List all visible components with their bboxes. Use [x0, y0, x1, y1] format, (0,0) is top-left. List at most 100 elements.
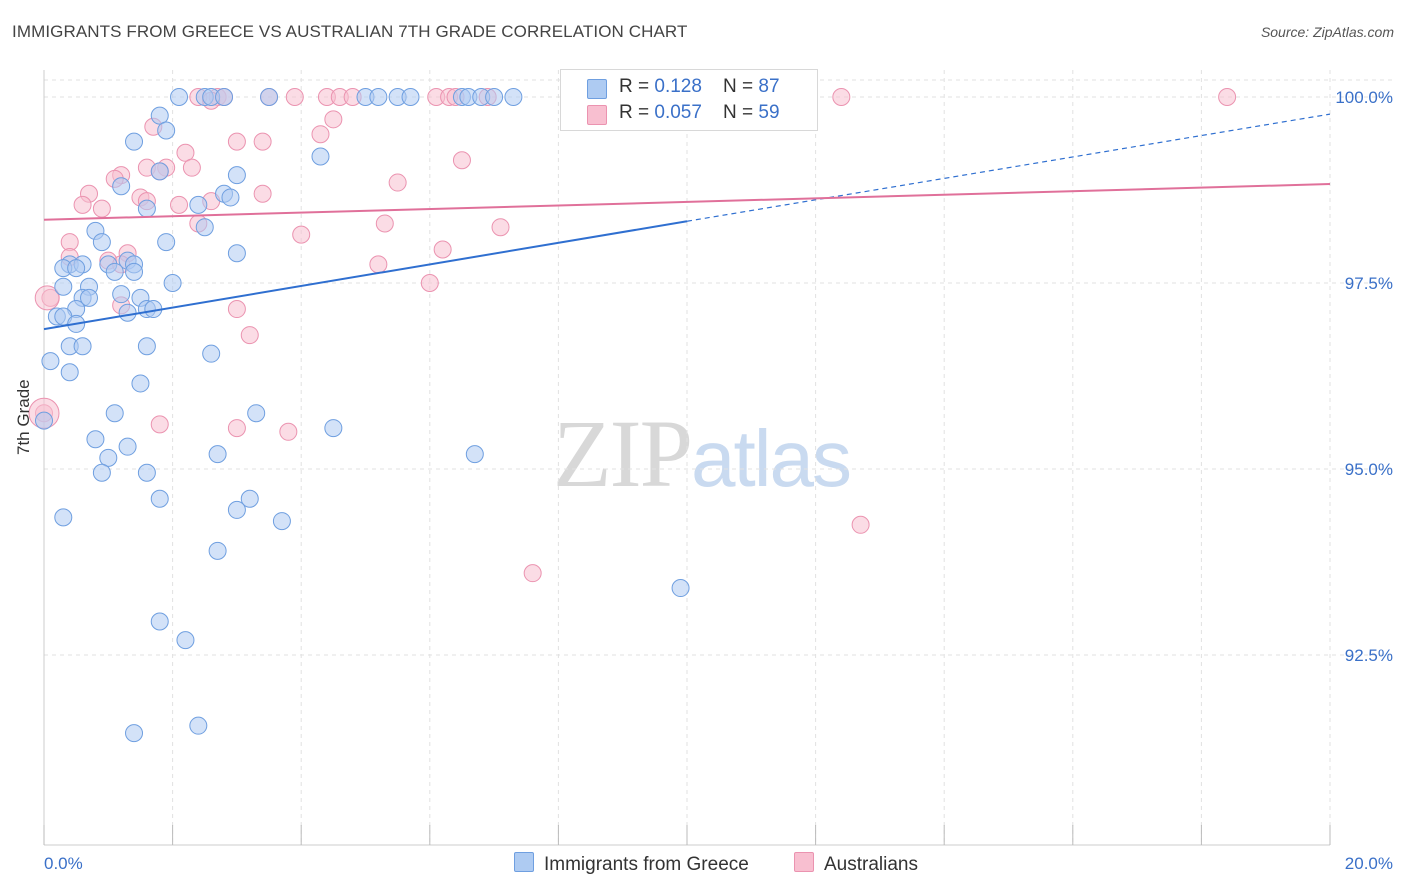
greece-point [215, 88, 234, 106]
greece-point [465, 445, 484, 464]
greece-point [137, 337, 156, 356]
australians-point [292, 225, 311, 244]
greece-point [67, 259, 86, 278]
y-axis-label: 7th Grade [14, 379, 33, 455]
greece-point [227, 166, 246, 185]
greece-point [227, 244, 246, 263]
legend-swatch-australians [587, 105, 607, 125]
greece-point [157, 233, 176, 252]
chart-title: IMMIGRANTS FROM GREECE VS AUSTRALIAN 7TH… [12, 22, 688, 41]
greece-trend-line [43, 220, 688, 331]
greece-point [41, 352, 60, 371]
greece-point [324, 419, 343, 438]
australians-point [227, 300, 246, 319]
greece-point [54, 508, 73, 527]
greece-point [176, 631, 195, 650]
greece-point [189, 195, 208, 214]
source-credit: Source: ZipAtlas.com [1260, 24, 1394, 40]
australians-point [92, 199, 111, 218]
bottom-legend-greece: Immigrants from Greece [514, 852, 749, 876]
greece-point [671, 579, 690, 598]
watermark-zip: ZIP [553, 400, 693, 507]
bottom-legend-swatch-australians [794, 852, 814, 872]
greece-point [170, 88, 189, 106]
legend-swatch-greece [587, 79, 607, 99]
x-tick-label: 0.0% [44, 854, 83, 873]
legend-r-value-australians: 0.057 [654, 102, 702, 123]
axes [43, 70, 1331, 846]
bottom-legend-label-greece: Immigrants from Greece [544, 854, 749, 875]
tick-labels: 100.0% 97.5% 95.0% 92.5% 0.0% 20.0% [44, 88, 1393, 873]
correlation-legend: R = 0.128 N = 87 R = 0.057 N = 59 [560, 69, 818, 131]
greece-point [92, 233, 111, 252]
australians-point [420, 274, 439, 292]
y-tick-label: 95.0% [1345, 460, 1393, 479]
greece-trend-extension [686, 113, 1331, 222]
greece-point [112, 177, 131, 196]
legend-n-label: N = [723, 76, 759, 97]
greece-point [247, 404, 266, 423]
greece-point [485, 88, 504, 106]
australians-point [369, 255, 388, 274]
x-tick-label: 20.0% [1345, 854, 1393, 873]
greece-point [80, 288, 99, 307]
greece-point [272, 512, 291, 531]
greece-point [163, 274, 182, 292]
legend-r-label: R = [619, 102, 655, 123]
greece-point [227, 500, 246, 519]
greece-point [311, 147, 330, 166]
series-australians-points [28, 88, 1237, 583]
greece-point [112, 285, 131, 304]
greece-point [150, 612, 169, 631]
greece-point [60, 363, 79, 382]
australians-point [253, 132, 272, 151]
australians-point [388, 173, 407, 192]
australians-point [170, 195, 189, 214]
greece-point [260, 88, 279, 106]
australians-point [851, 515, 870, 534]
bottom-legend-australians: Australians [794, 852, 918, 876]
legend-n-value-australians: 59 [758, 102, 780, 123]
australians-point [452, 151, 471, 170]
greece-point [202, 344, 221, 363]
greece-point [125, 262, 144, 281]
greece-point [150, 489, 169, 508]
greece-point [92, 463, 111, 482]
greece-point [189, 716, 208, 735]
australians-point [253, 184, 272, 203]
bottom-legend-swatch-greece [514, 852, 534, 872]
y-tick-label: 92.5% [1345, 646, 1393, 665]
greece-point [35, 411, 53, 430]
australians-point [73, 195, 92, 214]
australians-point-large [34, 285, 60, 311]
australians-point [523, 564, 542, 583]
greece-point [86, 430, 105, 449]
greece-point [125, 132, 144, 151]
greece-point [131, 374, 150, 393]
australians-point [1218, 88, 1237, 106]
greece-point [105, 404, 124, 423]
greece-point [157, 121, 176, 140]
greece-point [118, 437, 137, 456]
series-greece-points [35, 88, 690, 743]
greece-point [208, 445, 227, 464]
greece-point [54, 277, 73, 296]
australians-point [182, 158, 201, 177]
australians-point [311, 125, 330, 144]
watermark: ZIPatlas [553, 398, 852, 509]
australians-point [279, 422, 298, 441]
australians-point [227, 419, 246, 438]
greece-point [125, 724, 144, 743]
australians-point [150, 415, 169, 434]
bottom-legend-label-australians: Australians [824, 854, 918, 875]
australians-point [433, 240, 452, 259]
greece-point [137, 199, 156, 218]
greece-point [118, 303, 137, 322]
greece-point [195, 218, 214, 237]
australians-point [240, 326, 259, 345]
greece-point [99, 448, 118, 467]
greece-point [73, 337, 92, 356]
greece-point [137, 463, 156, 482]
legend-r-label: R = [619, 76, 655, 97]
